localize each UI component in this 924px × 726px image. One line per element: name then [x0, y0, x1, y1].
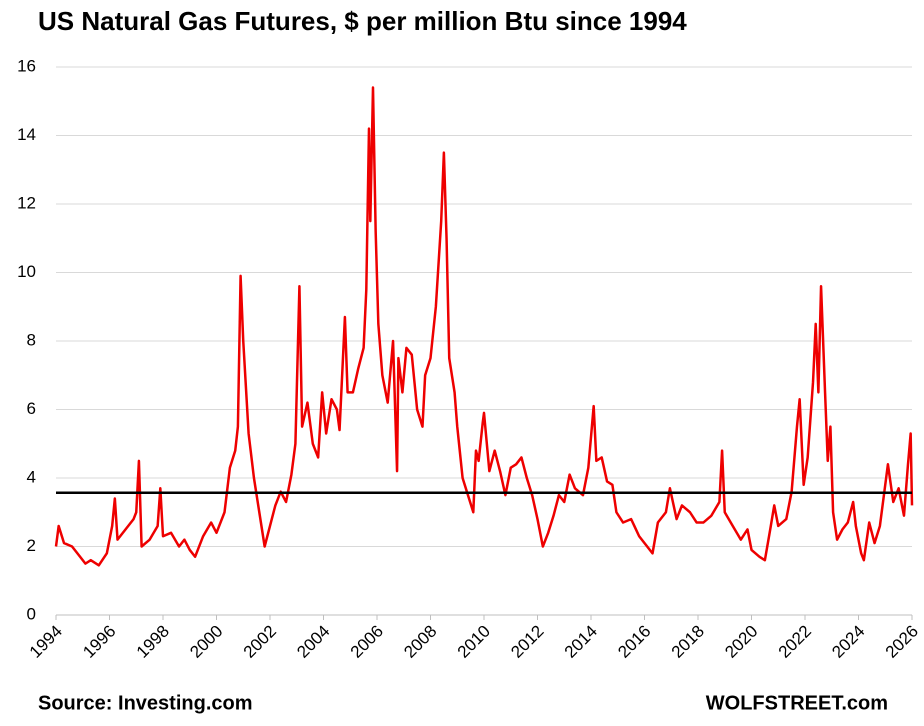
x-tick-label: 1996 [79, 622, 119, 662]
x-tick-label: 2010 [454, 622, 494, 662]
credit: WOLFSTREET.com [706, 692, 888, 714]
y-tick-label: 14 [17, 125, 36, 144]
x-tick-label: 2012 [507, 622, 547, 662]
x-tick-label: 2022 [775, 622, 815, 662]
x-tick-label: 2014 [561, 622, 601, 662]
chart-title: US Natural Gas Futures, $ per million Bt… [38, 6, 687, 36]
x-tick-label: 2026 [882, 622, 922, 662]
y-tick-label: 2 [27, 536, 36, 555]
price-line [54, 86, 914, 567]
y-tick-label: 12 [17, 193, 36, 212]
x-tick-label: 2002 [240, 622, 280, 662]
y-tick-label: 4 [27, 467, 36, 486]
source: Source: Investing.com [38, 692, 253, 714]
y-tick-label: 10 [17, 262, 36, 281]
x-tick-label: 2024 [828, 622, 868, 662]
x-tick-label: 1998 [133, 622, 173, 662]
x-tick-label: 2008 [400, 622, 440, 662]
x-tick-label: 2006 [347, 622, 387, 662]
x-tick-label: 2016 [614, 622, 654, 662]
x-tick-label: 2000 [186, 622, 226, 662]
y-tick-label: 0 [27, 604, 36, 623]
y-tick-label: 6 [27, 399, 36, 418]
x-tick-label: 2018 [668, 622, 708, 662]
x-tick-label: 2004 [293, 622, 333, 662]
y-tick-label: 16 [17, 56, 36, 75]
y-tick-label: 8 [27, 330, 36, 349]
x-tick-label: 1994 [26, 622, 66, 662]
x-tick-label: 2020 [721, 622, 761, 662]
